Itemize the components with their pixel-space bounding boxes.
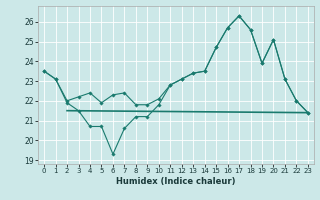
X-axis label: Humidex (Indice chaleur): Humidex (Indice chaleur) <box>116 177 236 186</box>
